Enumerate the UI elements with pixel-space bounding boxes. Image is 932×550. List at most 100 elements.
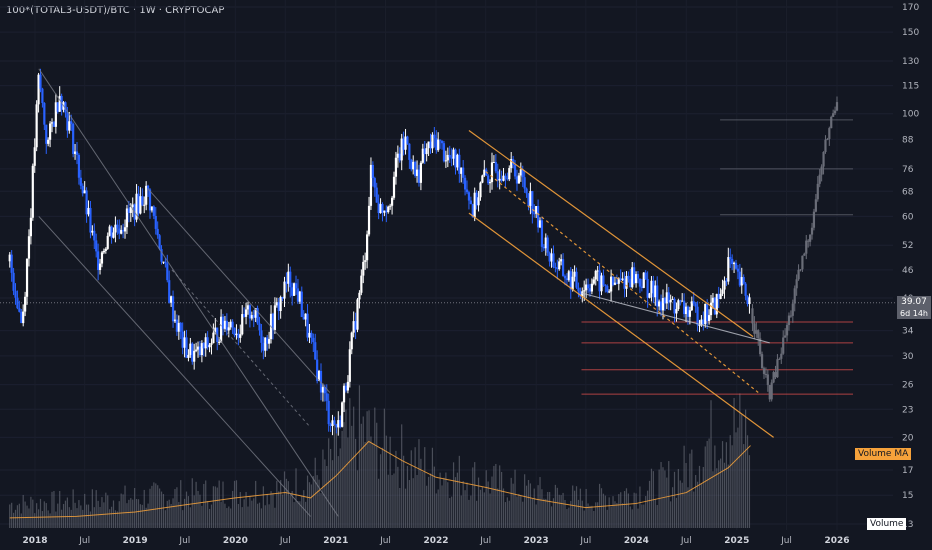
volume-bar (720, 458, 722, 528)
volume-bar (14, 509, 17, 528)
candle-body (742, 277, 745, 284)
volume-bar (183, 498, 186, 528)
volume-badge[interactable]: Volume (867, 518, 907, 530)
volume-bar (306, 475, 309, 528)
candle-body (681, 300, 684, 302)
candle-body (145, 185, 148, 205)
volume-bar (212, 486, 215, 528)
candle-body (129, 207, 132, 213)
candle-body (738, 271, 741, 286)
candle-body (283, 281, 286, 299)
volume-bar (745, 409, 747, 528)
projection-candle (832, 113, 835, 117)
volume-bar (356, 470, 359, 528)
candle-body (306, 313, 309, 338)
volume-bar (645, 496, 647, 528)
volume-bar (270, 491, 272, 528)
volume-bar (429, 473, 432, 528)
volume-bar (516, 496, 518, 528)
projection-candle (768, 384, 771, 400)
candle-body (12, 272, 15, 291)
candle-body (694, 303, 697, 307)
trendline (468, 212, 774, 438)
volume-ma-badge[interactable]: Volume MA (855, 448, 912, 460)
volume-bar (22, 494, 24, 528)
candle-body (652, 280, 655, 298)
projection-candle (797, 269, 800, 280)
projection-candle (762, 368, 766, 374)
volume-bar (687, 487, 689, 528)
volume-bar (418, 439, 420, 528)
volume-bar (487, 481, 489, 528)
volume-bar (479, 489, 482, 528)
candle-body (644, 272, 647, 279)
candle-body (471, 204, 474, 218)
candle-body (358, 292, 361, 300)
volume-bar (109, 509, 111, 528)
volume-bar (641, 504, 643, 528)
candle-body (548, 252, 551, 262)
candle-body (196, 346, 200, 350)
volume-bar (410, 450, 412, 528)
candle-body (285, 281, 288, 284)
volume-bar (249, 496, 251, 528)
volume-bar (143, 489, 145, 528)
projection-candle (789, 315, 792, 317)
candle-body (544, 237, 547, 249)
volume-bar (197, 490, 199, 528)
candle-body (627, 275, 630, 279)
candle-body (308, 332, 311, 338)
volume-bar (743, 444, 745, 528)
volume-bar (622, 503, 624, 528)
volume-bar (57, 503, 59, 528)
volume-bar (228, 506, 230, 528)
candle-body (302, 316, 305, 320)
candle-body (14, 290, 17, 298)
x-tick-label: 2026 (824, 536, 849, 546)
volume-bar (693, 491, 695, 528)
trendline (468, 129, 754, 338)
volume-bar (287, 481, 289, 528)
trendline (38, 216, 311, 517)
volume-bar (716, 468, 718, 528)
y-tick-label: 30 (902, 352, 914, 362)
volume-bar (62, 503, 65, 528)
candle-body (596, 270, 599, 272)
volume-bar (695, 475, 697, 528)
volume-bar (37, 509, 40, 528)
volume-bar (210, 504, 213, 528)
volume-bar (739, 393, 741, 528)
candle-body (575, 271, 578, 288)
candle-body (452, 149, 455, 159)
volume-bar (28, 508, 30, 528)
candle-body (204, 337, 207, 349)
volume-bar (474, 462, 476, 528)
candle-body (279, 296, 282, 311)
x-tick-label: Jul (579, 536, 591, 546)
volume-bar (618, 494, 620, 528)
candle-body (47, 139, 50, 144)
candle-body (732, 262, 736, 265)
candle-body (546, 237, 549, 253)
x-tick-label: 2020 (223, 536, 248, 546)
candle-body (54, 102, 57, 127)
volume-bar (500, 471, 503, 528)
volume-bar (353, 406, 355, 528)
volume-bar (647, 490, 649, 528)
candle-body (177, 322, 180, 332)
volume-bar (560, 495, 562, 528)
volume-bar (87, 504, 90, 528)
volume-bar (625, 488, 628, 528)
candle-body (636, 274, 640, 279)
volume-bar (445, 472, 447, 528)
volume-bar (416, 475, 418, 528)
volume-bar (577, 499, 580, 528)
volume-bar (289, 495, 291, 528)
x-tick-label: Jul (279, 536, 291, 546)
candle-body (465, 189, 469, 193)
volume-bar (333, 421, 336, 528)
volume-bar (610, 506, 612, 528)
volume-bar (612, 496, 614, 528)
volume-bar (139, 504, 141, 528)
